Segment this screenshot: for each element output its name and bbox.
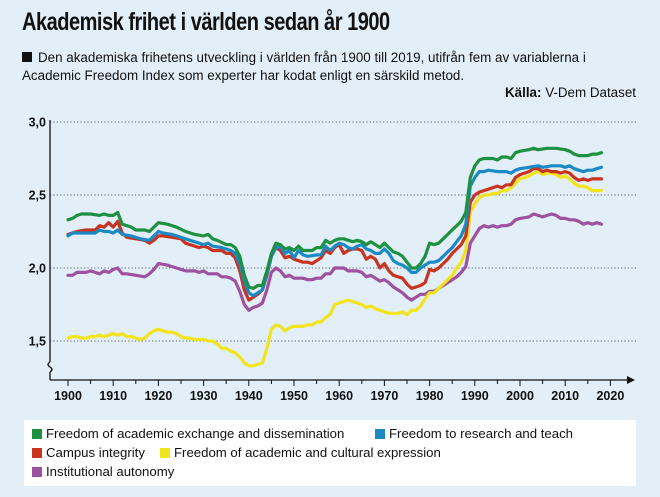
x-tick-label: 2010 — [551, 389, 579, 403]
x-tick-label: 1950 — [280, 389, 308, 403]
legend-label: Institutional autonomy — [46, 464, 175, 479]
x-axis-labels: 1900 1910 1920 1930 1940 1950 1960 1970 1980 1990… — [54, 389, 624, 403]
legend-label: Campus integrity — [46, 445, 145, 460]
legend-swatch — [32, 466, 42, 477]
legend-label: Freedom of academic exchange and dissemi… — [46, 426, 345, 441]
axis-break-icon — [47, 361, 53, 373]
legend-item-exchange: Freedom of academic exchange and dissemi… — [32, 426, 344, 441]
legend: Freedom of academic exchange and dissemi… — [24, 420, 636, 486]
legend-item-research: Freedom to research and teach — [375, 426, 573, 441]
legend-label: Freedom to research and teach — [389, 426, 573, 441]
series-exchange-line — [66, 146, 603, 290]
x-tick-label: 1990 — [461, 389, 489, 403]
legend-swatch — [32, 447, 42, 458]
x-tick-label: 1940 — [235, 389, 263, 403]
source-value: V-Dem Dataset — [545, 85, 636, 100]
x-tick-label: 1970 — [370, 389, 398, 403]
data-series — [66, 146, 603, 368]
line-chart: 1,5 2,0 2,5 3,0 1900 1910 1920 1930 1940 1950 196… — [29, 116, 636, 403]
x-tick-label: 2000 — [506, 389, 534, 403]
axes — [47, 120, 635, 386]
x-tick-label: 1900 — [54, 389, 82, 403]
y-axis-labels: 1,5 2,0 2,5 3,0 — [29, 116, 46, 349]
y-tick-label: 2,5 — [29, 189, 46, 203]
series-autonomy-line — [66, 212, 603, 312]
x-tick-label: 1930 — [190, 389, 218, 403]
y-tick-label: 1,5 — [29, 335, 46, 349]
legend-item-autonomy: Institutional autonomy — [32, 464, 174, 479]
source-label: Källa: — [505, 85, 542, 100]
legend-swatch — [375, 428, 385, 439]
x-tick-label: 1980 — [416, 389, 444, 403]
y-tick-label: 3,0 — [29, 116, 46, 130]
x-tick-label: 2020 — [596, 389, 624, 403]
chart-title: Akademisk frihet i världen sedan år 1900 — [22, 8, 390, 36]
subtitle-text: Den akademiska frihetens utveckling i vä… — [22, 50, 586, 83]
legend-swatch — [160, 447, 170, 458]
legend-item-campus: Campus integrity — [32, 445, 145, 460]
source-credit: Källa: V-Dem Dataset — [505, 85, 636, 100]
series-campus-line — [66, 167, 603, 302]
x-axis-arrow-icon — [627, 376, 635, 384]
x-tick-label: 1960 — [325, 389, 353, 403]
legend-item-expression: Freedom of academic and cultural express… — [160, 445, 441, 460]
legend-label: Freedom of academic and cultural express… — [174, 445, 441, 460]
chart-subtitle: Den akademiska frihetens utveckling i vä… — [22, 49, 642, 85]
square-bullet-icon — [22, 52, 32, 62]
x-tick-label: 1920 — [144, 389, 172, 403]
series-expression-line — [66, 170, 603, 368]
legend-swatch — [32, 428, 42, 439]
series-research-line — [66, 164, 603, 298]
y-tick-label: 2,0 — [29, 262, 46, 276]
x-tick-label: 1910 — [99, 389, 127, 403]
